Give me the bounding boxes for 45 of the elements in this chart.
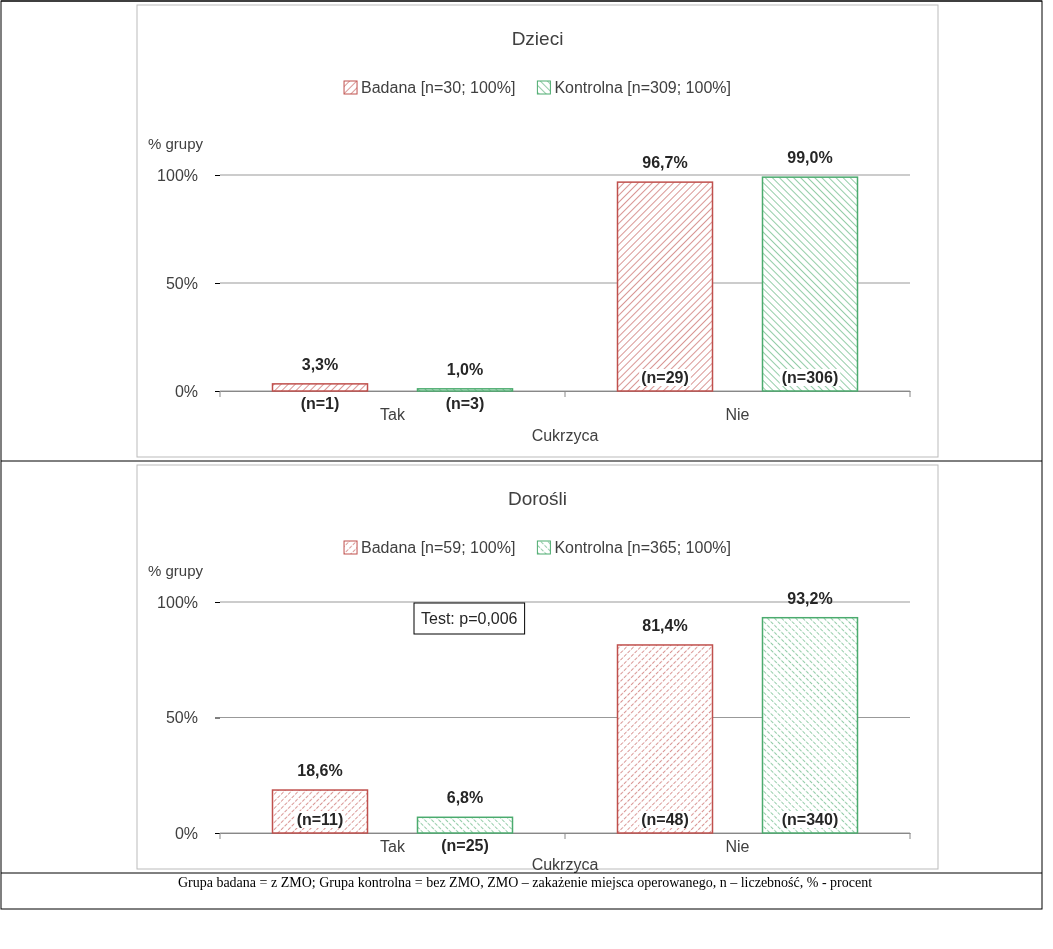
annotation: (n=306) [781, 369, 839, 386]
y-axis-title: % grupy [148, 135, 204, 152]
x-tick-label: Nie [725, 406, 750, 423]
bar [616, 644, 714, 834]
data-label: 81,4% [642, 616, 688, 634]
text: (n=25) [441, 837, 489, 854]
legend-label: Badana [n=59; 100%] [361, 539, 516, 556]
legend-label: Kontrolna [n=365; 100%] [554, 539, 731, 556]
y-tick-label: 0% [174, 824, 198, 842]
y-axis-title: % grupy [148, 562, 204, 579]
bar [761, 176, 859, 392]
chart-title: Dzieci [511, 28, 564, 49]
annotation: Test: p=0,006 [421, 610, 518, 627]
text: (n=1) [300, 395, 340, 412]
x-tick-label: Nie [725, 838, 750, 855]
data-label: 96,7% [642, 154, 688, 172]
annotation: (n=11) [296, 811, 344, 828]
bar [416, 816, 514, 834]
data-label: 3,3% [301, 355, 339, 373]
x-axis-title: Cukrzyca [531, 427, 599, 444]
y-tick-label: 100% [157, 166, 198, 184]
y-tick-label: 50% [165, 274, 198, 292]
x-tick-label: Tak [380, 838, 406, 855]
chart-title: Dorośli [507, 488, 568, 509]
legend-label: Kontrolna [n=309; 100%] [554, 79, 731, 96]
y-tick-label: 50% [165, 709, 198, 727]
data-label: 18,6% [297, 762, 343, 780]
bar [616, 181, 714, 392]
data-label: 93,2% [787, 589, 833, 607]
legend-label: Badana [n=30; 100%] [361, 79, 516, 96]
y-tick-label: 100% [157, 593, 198, 611]
data-label: 99,0% [787, 149, 833, 167]
bar [761, 616, 859, 834]
data-label: 1,0% [446, 360, 484, 378]
y-tick-label: 0% [174, 382, 198, 400]
data-label: 6,8% [446, 789, 484, 807]
bar [271, 383, 369, 392]
bar [416, 388, 514, 392]
x-tick-label: Tak [380, 406, 406, 423]
annotation: (n=29) [641, 369, 689, 386]
annotation: (n=340) [781, 811, 839, 828]
text: Grupa badana = z ZMO; Grupa kontrolna = bez ZMO, ZMO – zakażenie miejsca operowanego, n – liczebność, % - procent [176, 874, 874, 891]
x-axis-title: Cukrzyca [531, 856, 599, 873]
annotation: (n=48) [641, 811, 689, 828]
text: (n=3) [445, 395, 485, 412]
